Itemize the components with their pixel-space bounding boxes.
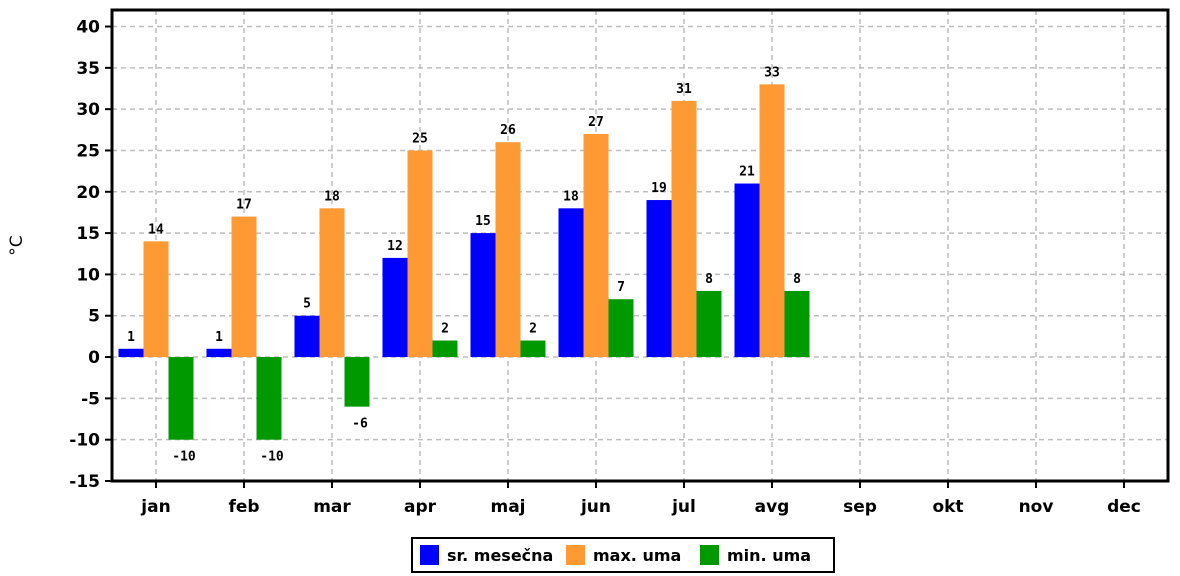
data-label-min-jun: 7 (617, 280, 625, 295)
legend-label-avg: sr. mesečna (447, 546, 553, 565)
y-tick-label: 10 (76, 265, 100, 285)
y-tick-label: -10 (69, 431, 100, 451)
bar-avg-mar (294, 315, 320, 358)
bar-max-jul (671, 100, 697, 358)
y-tick-label: 25 (76, 141, 100, 161)
data-label-max-avg: 33 (764, 65, 780, 80)
data-label-avg-jun: 18 (563, 189, 579, 204)
y-tick-label: 20 (76, 183, 100, 203)
data-label-max-feb: 17 (236, 198, 252, 213)
bar-avg-jul (646, 200, 672, 358)
bar-min-jun (608, 299, 634, 358)
y-tick-label: 15 (76, 224, 100, 244)
y-tick-label: 40 (76, 18, 100, 38)
x-axis-ticks: jan feb mar apr maj jun jul avg sep okt nov dec (140, 481, 1141, 517)
bar-max-apr (407, 150, 433, 358)
data-label-min-apr: 2 (441, 322, 449, 337)
data-label-min-jan: -10 (172, 450, 196, 465)
bar-max-avg (759, 84, 785, 358)
x-tick-label-nov: nov (1019, 497, 1054, 517)
data-label-max-apr: 25 (412, 131, 428, 146)
x-tick-label-maj: maj (490, 497, 525, 517)
data-label-min-avg: 8 (793, 272, 801, 287)
data-label-avg-avg: 21 (739, 165, 755, 180)
x-tick-label-jan: jan (140, 497, 170, 517)
y-tick-label: 0 (88, 348, 100, 368)
y-tick-label: -5 (81, 389, 100, 409)
x-tick-label-jul: jul (671, 497, 696, 517)
legend: sr. mesečna max. uma min. uma (411, 537, 835, 573)
bar-max-jun (583, 133, 609, 358)
bars (118, 84, 810, 440)
x-tick-label-feb: feb (228, 497, 259, 517)
data-label-min-maj: 2 (529, 322, 537, 337)
data-label-avg-jan: 1 (127, 330, 135, 345)
y-tick-label: 5 (88, 307, 100, 327)
y-tick-label: 35 (76, 59, 100, 79)
x-tick-label-dec: dec (1107, 497, 1141, 517)
x-tick-label-jun: jun (580, 497, 611, 517)
bar-avg-feb (206, 348, 232, 358)
legend-label-min: min. uma (727, 546, 811, 565)
bar-avg-maj (470, 233, 496, 358)
bar-min-mar (344, 357, 370, 407)
y-tick-label: 30 (76, 100, 100, 120)
bar-avg-jun (558, 208, 584, 358)
plot-area-frame (110, 8, 1170, 483)
legend-swatch-min (700, 545, 719, 565)
x-tick-label-avg: avg (755, 497, 790, 517)
bar-min-apr (432, 340, 458, 358)
data-label-max-jul: 31 (676, 82, 692, 97)
bar-min-jul (696, 290, 722, 358)
data-label-min-feb: -10 (260, 450, 284, 465)
legend-swatch-max (566, 545, 585, 565)
data-label-max-mar: 18 (324, 189, 340, 204)
bar-max-mar (319, 208, 345, 358)
y-axis-label: °C (7, 235, 27, 255)
data-label-avg-maj: 15 (475, 214, 491, 229)
x-tick-label-apr: apr (404, 497, 437, 517)
data-label-max-jun: 27 (588, 115, 604, 130)
data-label-avg-feb: 1 (215, 330, 223, 345)
x-tick-label-okt: okt (932, 497, 963, 517)
bar-min-maj (520, 340, 546, 358)
y-tick-label: -15 (69, 472, 100, 492)
bar-max-feb (231, 216, 257, 358)
data-label-max-maj: 26 (500, 123, 516, 138)
bar-min-avg (784, 290, 810, 358)
x-tick-label-sep: sep (843, 497, 877, 517)
y-axis-ticks: -15 -10 -5 0 5 10 15 20 25 30 35 40 (69, 18, 112, 492)
bar-avg-avg (734, 183, 760, 358)
data-label-max-jan: 14 (148, 222, 164, 237)
legend-swatch-avg (420, 545, 439, 565)
legend-box (411, 537, 835, 573)
bar-avg-apr (382, 257, 408, 358)
bar-max-jan (143, 241, 169, 358)
bar-min-jan (168, 357, 194, 440)
x-tick-label-mar: mar (313, 497, 351, 517)
legend-label-max: max. uma (593, 546, 681, 565)
data-label-avg-jul: 19 (651, 181, 667, 196)
data-label-avg-apr: 12 (387, 239, 403, 254)
bar-avg-jan (118, 348, 144, 358)
data-label-min-mar: -6 (352, 417, 368, 432)
bar-max-maj (495, 142, 521, 358)
bar-min-feb (256, 357, 282, 440)
data-label-avg-mar: 5 (303, 297, 311, 312)
data-label-min-jul: 8 (705, 272, 713, 287)
